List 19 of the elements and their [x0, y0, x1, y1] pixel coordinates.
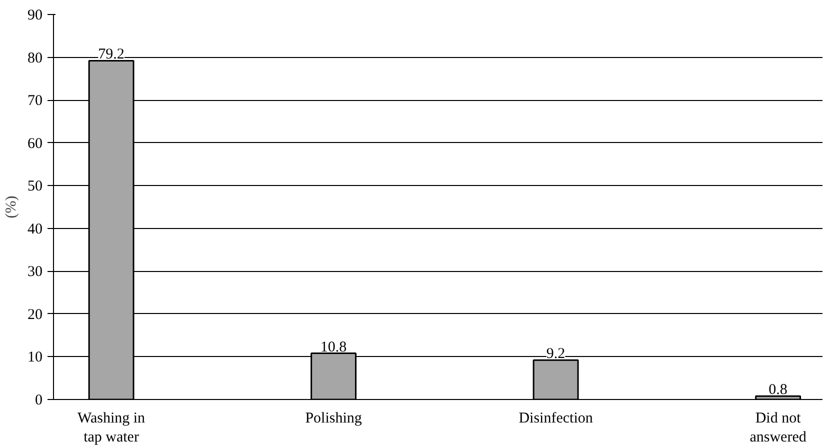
y-tick-label: 30	[28, 264, 42, 280]
y-tick-label: 0	[35, 392, 42, 408]
y-tick-label: 10	[28, 350, 42, 366]
y-tick-label: 60	[28, 136, 42, 152]
x-tick-label: Polishing	[305, 410, 362, 426]
x-tick-label: Washing in tap water	[78, 410, 146, 446]
y-tick-label: 90	[28, 8, 42, 24]
y-tick-label: 50	[28, 178, 42, 195]
y-axis-title: (%)	[4, 196, 20, 218]
y-tick-label: 40	[28, 221, 42, 238]
y-tick-label: 70	[28, 93, 42, 110]
y-tick-label: 20	[28, 306, 42, 323]
data-label: 9.2	[546, 346, 566, 362]
x-tick-label: Disinfection	[518, 410, 594, 426]
data-label: 79.2	[98, 46, 124, 63]
data-label: 0.8	[768, 382, 788, 398]
data-label: 10.8	[320, 339, 347, 356]
y-tick-label: 80	[28, 50, 42, 66]
x-tick-label: Did not answered	[750, 410, 807, 446]
